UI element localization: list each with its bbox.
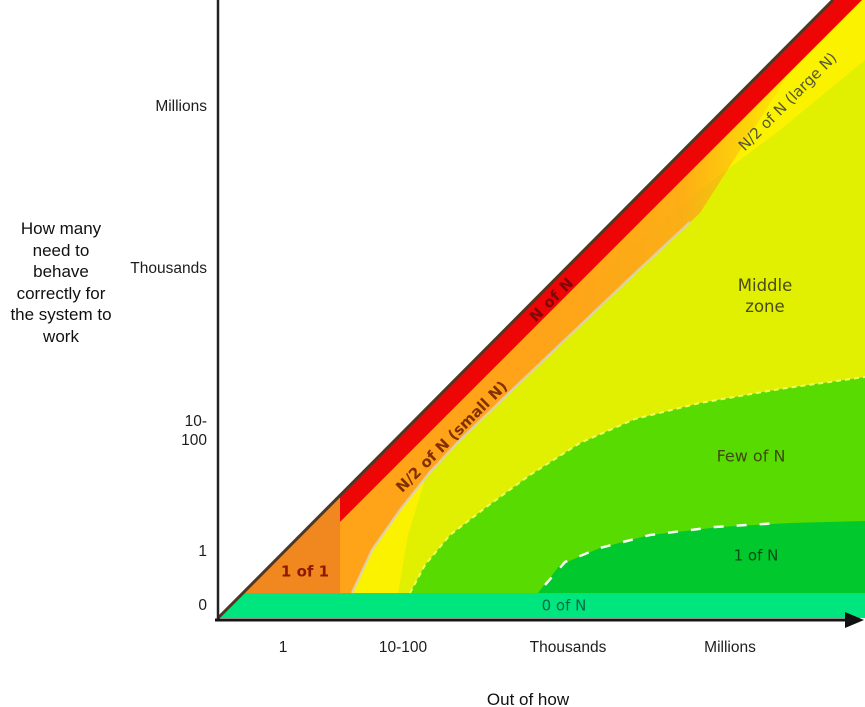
zone-n-of-n: [340, 0, 862, 522]
zone-half-small: [340, 72, 790, 593]
x-tick-millions: Millions: [704, 639, 756, 656]
y-tick-thousands: Thousands: [130, 260, 207, 277]
zone-label-1-of-n: 1 of N: [733, 546, 779, 565]
zone-0-of-n: [218, 593, 865, 618]
zone-label-1-of-1: 1 of 1: [280, 562, 330, 581]
zone-label-few-of-n: Few of N: [716, 446, 786, 466]
x-tick-10-100: 10-100: [378, 639, 428, 656]
zone-label-0-of-n: 0 of N: [541, 596, 587, 615]
lines-layer: [215, 0, 865, 622]
zone-label-middle-zone: Middle zone: [737, 276, 793, 316]
y-tick-1: 1: [198, 543, 207, 560]
orange-yellow-separator: [350, 221, 691, 594]
one-boundary-dashes: [544, 521, 781, 586]
main-diagonal: [216, 0, 835, 620]
y-tick-10-100: 10- 100: [181, 413, 207, 449]
x-axis-title: Out of how: [486, 690, 570, 707]
zones-layer: [218, 0, 865, 628]
y-tick-millions: Millions: [155, 98, 207, 115]
few-boundary-jagged: [409, 376, 865, 594]
y-tick-0: 0: [198, 597, 207, 614]
x-axis-arrowhead: [845, 612, 864, 628]
zone-1-of-n: [538, 521, 865, 593]
x-tick-thousands: Thousands: [529, 639, 607, 656]
x-tick-1: 1: [278, 639, 288, 656]
y-axis-title: How many need to behave correctly for th…: [10, 219, 112, 346]
